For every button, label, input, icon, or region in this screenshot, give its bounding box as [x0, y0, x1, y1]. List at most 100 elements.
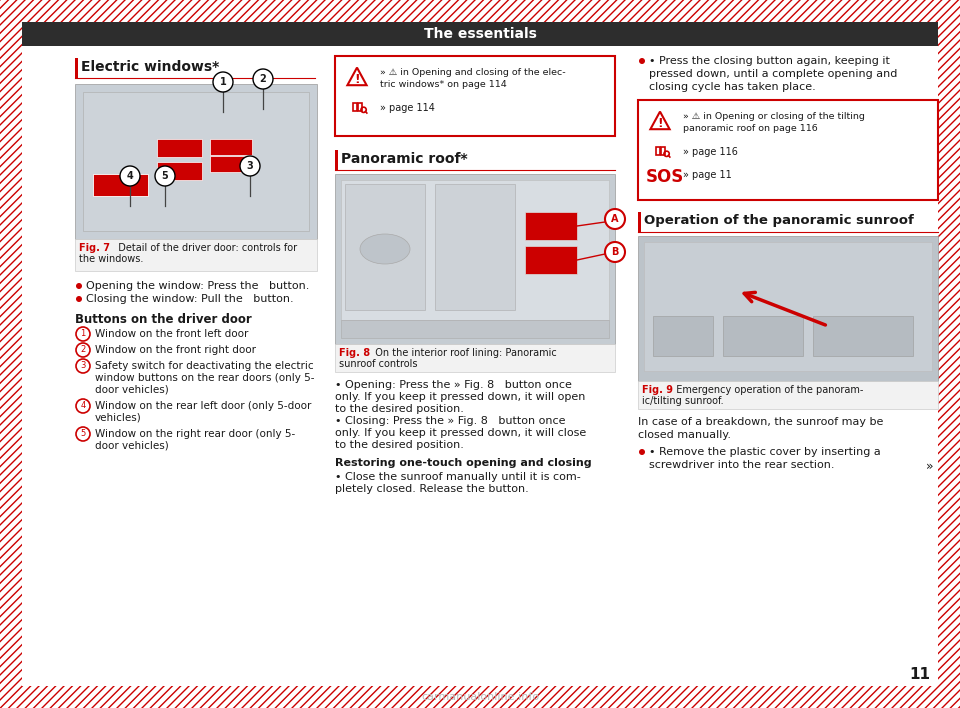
Text: »: »	[926, 460, 934, 473]
Bar	[357, 103, 362, 111]
Bar	[210, 156, 252, 172]
Text: 1: 1	[220, 77, 227, 87]
Bar	[335, 56, 615, 136]
Text: • Press the closing button again, keeping it: • Press the closing button again, keepin…	[649, 56, 890, 66]
Bar	[660, 147, 665, 155]
Bar	[345, 184, 425, 310]
Text: Operation of the panoramic sunroof: Operation of the panoramic sunroof	[644, 214, 914, 227]
Text: closed manually.: closed manually.	[638, 430, 731, 440]
Text: door vehicles): door vehicles)	[95, 441, 169, 451]
Text: !: !	[354, 73, 360, 86]
Text: Window on the front right door: Window on the front right door	[95, 345, 256, 355]
Text: • Opening: Press the » Fig. 8   button once: • Opening: Press the » Fig. 8 button onc…	[335, 380, 572, 390]
Text: Window on the rear left door (only 5-door: Window on the rear left door (only 5-doo…	[95, 401, 311, 411]
Text: Electric windows*: Electric windows*	[81, 60, 219, 74]
Text: 11: 11	[909, 667, 930, 682]
Text: Detail of the driver door: controls for: Detail of the driver door: controls for	[112, 243, 298, 253]
Polygon shape	[348, 67, 367, 85]
Text: B: B	[612, 247, 618, 257]
Text: Window on the right rear door (only 5-: Window on the right rear door (only 5-	[95, 429, 296, 439]
Bar	[75, 58, 78, 78]
Text: screwdriver into the rear section.: screwdriver into the rear section.	[649, 460, 834, 470]
Text: • Close the sunroof manually until it is com-: • Close the sunroof manually until it is…	[335, 472, 581, 482]
Bar	[525, 246, 577, 274]
Text: 3: 3	[81, 362, 85, 370]
Text: Window on the front left door: Window on the front left door	[95, 329, 249, 339]
Circle shape	[76, 296, 82, 302]
Circle shape	[76, 283, 82, 289]
Text: to the desired position.: to the desired position.	[335, 440, 464, 450]
Circle shape	[213, 72, 233, 92]
Bar	[353, 103, 357, 111]
Text: Fig. 8: Fig. 8	[339, 348, 371, 358]
Bar	[210, 139, 252, 155]
Text: only. If you keep it pressed down, it will close: only. If you keep it pressed down, it wi…	[335, 428, 587, 438]
Text: 1: 1	[81, 329, 85, 338]
Text: ic/tilting sunroof.: ic/tilting sunroof.	[642, 396, 724, 406]
Bar	[335, 150, 338, 170]
Bar	[638, 212, 641, 232]
Text: 3: 3	[247, 161, 253, 171]
Bar	[93, 174, 148, 196]
Text: A: A	[612, 214, 619, 224]
Bar	[525, 212, 577, 240]
Bar	[0, 686, 960, 708]
Text: » ⚠ in Opening or closing of the tilting: » ⚠ in Opening or closing of the tilting	[683, 112, 865, 121]
Text: Fig. 7: Fig. 7	[79, 243, 110, 253]
Text: 5: 5	[81, 430, 85, 438]
Circle shape	[76, 399, 90, 413]
Bar	[341, 320, 609, 338]
Bar	[341, 180, 609, 320]
Bar	[22, 22, 938, 46]
Text: carmanualonline.info: carmanualonline.info	[420, 692, 540, 702]
Bar	[644, 242, 932, 371]
Circle shape	[605, 209, 625, 229]
Text: Restoring one-touch opening and closing: Restoring one-touch opening and closing	[335, 458, 591, 468]
Text: closing cycle has taken place.: closing cycle has taken place.	[649, 82, 816, 92]
Text: to the desired position.: to the desired position.	[335, 404, 464, 414]
Text: Emergency operation of the panoram-: Emergency operation of the panoram-	[670, 385, 863, 395]
Text: » page 116: » page 116	[683, 147, 738, 157]
Bar	[0, 0, 22, 708]
Text: window buttons on the rear doors (only 5-: window buttons on the rear doors (only 5…	[95, 373, 315, 383]
Text: 2: 2	[81, 346, 85, 355]
Bar	[157, 162, 202, 180]
Circle shape	[639, 58, 645, 64]
Text: The essentials: The essentials	[423, 27, 537, 41]
Text: the windows.: the windows.	[79, 254, 143, 264]
Bar	[656, 147, 660, 155]
Circle shape	[605, 242, 625, 262]
Text: pletely closed. Release the button.: pletely closed. Release the button.	[335, 484, 529, 494]
Text: In case of a breakdown, the sunroof may be: In case of a breakdown, the sunroof may …	[638, 417, 883, 427]
Bar	[813, 316, 913, 356]
Bar	[638, 381, 938, 409]
Bar	[653, 316, 713, 356]
Text: » page 11: » page 11	[683, 170, 732, 180]
Text: Fig. 9: Fig. 9	[642, 385, 673, 395]
Text: door vehicles): door vehicles)	[95, 385, 169, 395]
Bar	[638, 236, 938, 381]
Circle shape	[639, 449, 645, 455]
Text: 5: 5	[161, 171, 168, 181]
Polygon shape	[651, 112, 670, 129]
Circle shape	[240, 156, 260, 176]
Text: sunroof controls: sunroof controls	[339, 359, 418, 369]
Text: tric windows* on page 114: tric windows* on page 114	[380, 80, 507, 89]
Circle shape	[253, 69, 273, 89]
Bar	[0, 0, 960, 22]
Bar	[938, 0, 960, 708]
Bar	[638, 100, 938, 200]
Text: SOS: SOS	[646, 168, 684, 186]
Circle shape	[76, 359, 90, 373]
Bar	[75, 239, 317, 271]
Text: • Closing: Press the » Fig. 8   button once: • Closing: Press the » Fig. 8 button onc…	[335, 416, 565, 426]
Bar	[938, 0, 960, 708]
Text: Opening the window: Press the   button.: Opening the window: Press the button.	[86, 281, 309, 291]
Text: On the interior roof lining: Panoramic: On the interior roof lining: Panoramic	[369, 348, 557, 358]
Text: Closing the window: Pull the   button.: Closing the window: Pull the button.	[86, 294, 294, 304]
Bar	[0, 686, 960, 708]
Text: • Remove the plastic cover by inserting a: • Remove the plastic cover by inserting …	[649, 447, 880, 457]
Bar	[83, 92, 309, 231]
Circle shape	[76, 343, 90, 357]
Bar	[335, 174, 615, 344]
